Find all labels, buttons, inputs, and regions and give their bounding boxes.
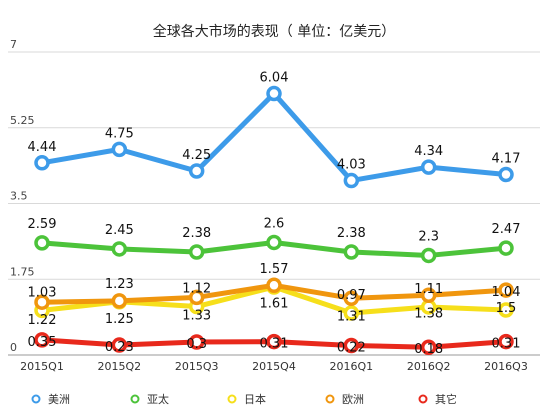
y-tick-label: 5.25 [10, 114, 35, 127]
data-point [498, 166, 514, 183]
data-point [498, 282, 514, 298]
data-point [343, 172, 360, 189]
data-point [188, 244, 205, 260]
data-label: 0.3 [186, 337, 207, 352]
x-tick-label: 2015Q1 [20, 360, 64, 373]
data-label: 0.18 [414, 342, 443, 357]
data-label: 2.47 [492, 222, 521, 237]
data-label: 2.45 [105, 223, 134, 238]
x-tick-label: 2015Q4 [252, 360, 296, 373]
data-point [343, 305, 360, 321]
data-label: 0.31 [260, 337, 289, 352]
chart-title: 全球各大市场的表现（ 单位：亿美元） [153, 23, 395, 40]
data-point [188, 334, 205, 350]
legend-label: 欧洲 [342, 393, 364, 406]
legend: 美洲 亚太 日本 欧洲 其它 [31, 392, 457, 406]
legend-marker [325, 394, 335, 404]
data-point [111, 293, 128, 309]
data-point [343, 337, 360, 354]
data-label: 1.38 [414, 306, 443, 321]
data-point [266, 234, 282, 251]
data-label: 4.03 [337, 158, 366, 173]
data-label: 0.97 [337, 288, 366, 303]
legend-marker [130, 394, 140, 404]
data-point [343, 244, 360, 260]
y-tick-label: 3.5 [10, 190, 28, 203]
data-point [34, 155, 50, 171]
data-label: 2.3 [418, 229, 439, 244]
data-point [420, 159, 437, 175]
x-tick-label: 2016Q3 [484, 360, 528, 373]
data-label: 1.04 [492, 285, 521, 300]
y-tick-label: 0 [10, 341, 17, 354]
legend-label: 亚太 [147, 393, 169, 406]
legend-marker [418, 394, 428, 404]
data-label: 6.04 [260, 71, 289, 86]
data-point [111, 141, 128, 158]
data-labels: 4.44 4.75 4.25 6.04 4.03 4.34 4.17 2.59 2.45 2.38… [28, 71, 521, 358]
series-group [34, 85, 514, 355]
legend-label: 美洲 [48, 393, 70, 406]
data-label: 0.31 [492, 337, 521, 352]
data-point [420, 247, 437, 264]
data-label: 1.11 [414, 282, 443, 297]
data-label: 1.5 [496, 301, 517, 316]
data-point [266, 333, 282, 350]
data-label: 2.6 [264, 216, 285, 231]
data-point [34, 332, 50, 348]
data-label: 1.31 [337, 309, 366, 324]
data-label: 0.23 [105, 340, 134, 355]
x-tick-label: 2015Q2 [98, 360, 142, 373]
data-label: 4.25 [182, 148, 211, 163]
data-label: 2.38 [337, 226, 366, 241]
data-point [188, 289, 205, 306]
data-label: 2.59 [28, 217, 57, 232]
data-point [343, 290, 360, 307]
data-label: 1.57 [260, 262, 289, 277]
data-label: 4.44 [28, 140, 57, 155]
data-point [266, 85, 282, 102]
data-label: 1.23 [105, 277, 134, 292]
data-label: 4.75 [105, 126, 134, 141]
data-point [111, 337, 128, 353]
legend-marker [227, 394, 237, 404]
y-tick-label: 7 [10, 38, 17, 51]
data-point [498, 240, 514, 256]
data-label: 1.33 [182, 308, 211, 323]
data-label: 1.03 [28, 285, 57, 300]
data-point [111, 241, 128, 257]
data-label: 4.34 [414, 144, 443, 159]
data-point [420, 287, 437, 304]
legend-marker [31, 394, 41, 404]
x-tick-label: 2016Q1 [330, 360, 374, 373]
y-tick-label: 1.75 [10, 265, 35, 278]
data-label: 0.35 [28, 335, 57, 350]
data-point [34, 294, 50, 310]
data-label: 1.12 [182, 282, 211, 297]
legend-label: 日本 [244, 392, 266, 406]
data-label: 1.25 [105, 312, 134, 327]
data-point [34, 235, 50, 251]
y-axis: 0 1.75 3.5 5.25 7 [10, 38, 35, 354]
data-point [498, 333, 514, 350]
data-point [266, 277, 282, 294]
data-label: 1.61 [260, 296, 289, 311]
data-point [498, 302, 514, 318]
x-tick-label: 2016Q2 [407, 360, 451, 373]
data-label: 4.17 [492, 151, 521, 166]
legend-label: 其它 [435, 392, 457, 406]
x-tick-label: 2015Q3 [175, 360, 219, 373]
x-axis: 2015Q1 2015Q2 2015Q3 2015Q4 2016Q1 2016Q2 2016… [8, 354, 540, 373]
data-point [420, 339, 437, 355]
data-label: 2.38 [182, 226, 211, 241]
data-label: 1.22 [28, 313, 57, 328]
data-point [188, 163, 205, 179]
data-label: 0.22 [337, 340, 366, 355]
